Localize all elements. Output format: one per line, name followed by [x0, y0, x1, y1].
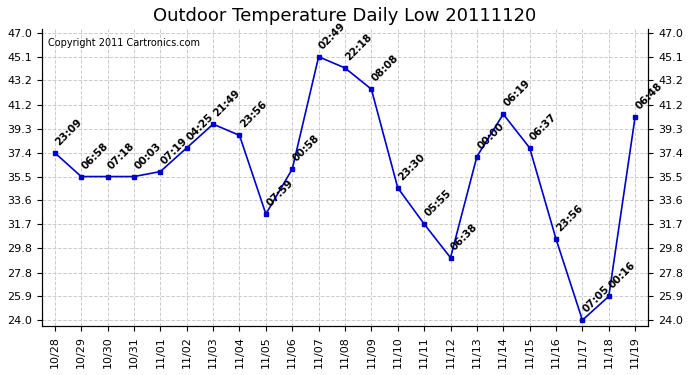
Text: 00:16: 00:16	[607, 260, 638, 291]
Text: 07:18: 07:18	[106, 140, 137, 171]
Text: 02:49: 02:49	[317, 21, 348, 51]
Text: 00:00: 00:00	[475, 120, 506, 151]
Title: Outdoor Temperature Daily Low 20111120: Outdoor Temperature Daily Low 20111120	[153, 7, 537, 25]
Text: 06:37: 06:37	[528, 112, 559, 142]
Text: 06:48: 06:48	[633, 81, 664, 111]
Text: 23:09: 23:09	[53, 117, 83, 147]
Text: Copyright 2011 Cartronics.com: Copyright 2011 Cartronics.com	[48, 38, 199, 48]
Text: 07:05: 07:05	[581, 284, 611, 315]
Text: 23:56: 23:56	[238, 99, 268, 130]
Text: 06:38: 06:38	[449, 222, 480, 252]
Text: 00:03: 00:03	[132, 141, 163, 171]
Text: 23:56: 23:56	[555, 203, 585, 233]
Text: 07:59: 07:59	[264, 178, 295, 209]
Text: 07:19: 07:19	[159, 135, 189, 166]
Text: 06:58: 06:58	[80, 141, 110, 171]
Text: 22:18: 22:18	[344, 32, 374, 62]
Text: 00:58: 00:58	[290, 133, 322, 164]
Text: 21:49: 21:49	[212, 88, 242, 118]
Text: 06:19: 06:19	[502, 78, 532, 109]
Text: 05:55: 05:55	[422, 188, 453, 218]
Text: 23:30: 23:30	[396, 152, 426, 182]
Text: 08:08: 08:08	[370, 53, 400, 84]
Text: 04:25: 04:25	[185, 112, 216, 142]
